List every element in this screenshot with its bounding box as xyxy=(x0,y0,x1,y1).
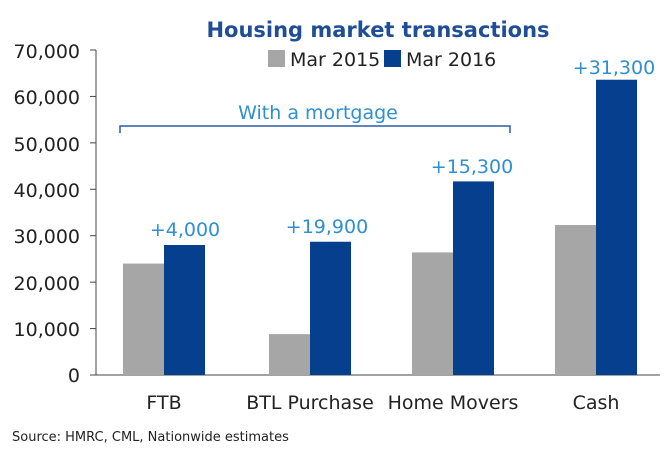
x-category-label: Home Movers xyxy=(388,392,519,414)
y-tick-label: 70,000 xyxy=(14,41,80,63)
legend-swatch-mar-2015 xyxy=(268,50,285,67)
chart-title: Housing market transactions xyxy=(206,18,549,42)
bar-btl-purchase-mar-2015 xyxy=(269,334,310,375)
legend-label-mar-2016: Mar 2016 xyxy=(406,49,496,71)
y-tick-label: 50,000 xyxy=(14,134,80,156)
y-tick-label: 60,000 xyxy=(14,87,80,109)
y-tick-label: 40,000 xyxy=(14,180,80,202)
bar-btl-purchase-mar-2016 xyxy=(310,241,351,375)
bar-home-movers-mar-2016 xyxy=(453,181,494,375)
bar-home-movers-mar-2015 xyxy=(412,252,453,375)
change-label-home-movers: +15,300 xyxy=(431,156,513,178)
bar-cash-mar-2015 xyxy=(555,225,596,375)
bracket-line xyxy=(119,125,511,133)
change-label-btl: +19,900 xyxy=(286,216,368,238)
bracket-label: With a mortgage xyxy=(238,102,398,124)
x-category-label: BTL Purchase xyxy=(246,392,374,414)
bar-ftb-mar-2015 xyxy=(123,263,164,375)
y-axis: 0 10,000 20,000 30,000 40,000 50,000 60,… xyxy=(14,41,80,387)
y-ticks-group xyxy=(90,49,96,376)
mortgage-bracket: With a mortgage xyxy=(119,102,511,133)
x-category-label: Cash xyxy=(573,392,620,414)
source-note: Source: HMRC, CML, Nationwide estimates xyxy=(12,430,289,445)
bar-ftb-mar-2016 xyxy=(164,245,205,375)
y-tick-label: 10,000 xyxy=(14,319,80,341)
legend-swatch-mar-2016 xyxy=(384,50,401,67)
change-label-cash: +31,300 xyxy=(573,57,655,79)
y-tick-label: 30,000 xyxy=(14,226,80,248)
x-category-label: FTB xyxy=(146,392,181,414)
change-label-ftb: +4,000 xyxy=(150,219,220,241)
legend: Mar 2015 Mar 2016 xyxy=(268,49,496,71)
bars-group xyxy=(123,79,637,375)
y-tick-label: 0 xyxy=(68,365,80,387)
legend-label-mar-2015: Mar 2015 xyxy=(290,49,380,71)
y-tick-label: 20,000 xyxy=(14,273,80,295)
bar-cash-mar-2016 xyxy=(596,79,637,375)
